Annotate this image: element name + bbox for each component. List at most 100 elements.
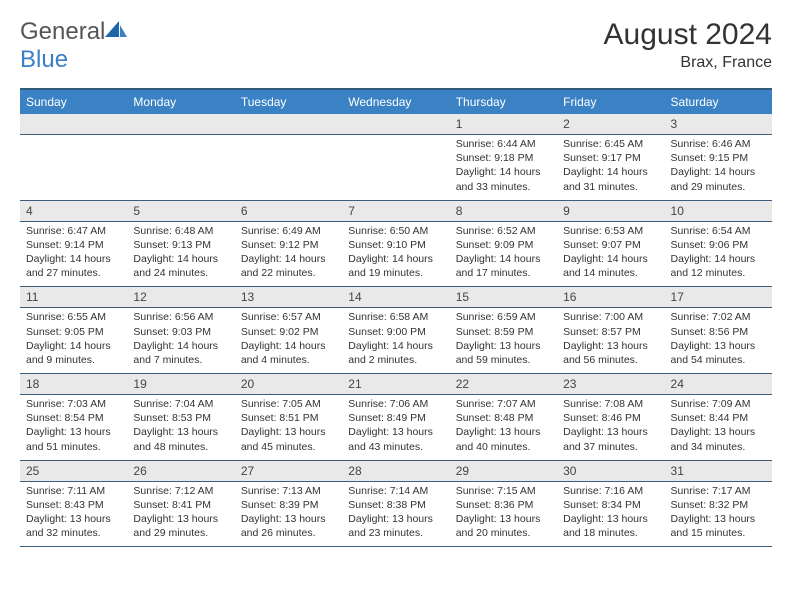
sunrise: Sunrise: 7:08 AM [563,397,658,411]
daylight: Daylight: 13 hours and 29 minutes. [133,512,228,540]
sunrise: Sunrise: 7:13 AM [241,484,336,498]
logo: GeneralBlue [20,18,127,74]
day-cell-detail: Sunrise: 6:52 AMSunset: 9:09 PMDaylight:… [450,221,557,287]
sunrise: Sunrise: 7:05 AM [241,397,336,411]
daylight: Daylight: 14 hours and 9 minutes. [26,339,121,367]
day-cell-num: 29 [450,460,557,481]
day-cell-detail: Sunrise: 7:15 AMSunset: 8:36 PMDaylight:… [450,481,557,547]
sunset: Sunset: 8:56 PM [671,325,766,339]
day-number: 22 [450,374,557,394]
daynum-row: 11121314151617 [20,287,772,308]
day-cell-num: 11 [20,287,127,308]
daylight: Daylight: 14 hours and 2 minutes. [348,339,443,367]
sunrise: Sunrise: 6:53 AM [563,224,658,238]
day-cell-num: 5 [127,200,234,221]
sunset: Sunset: 9:07 PM [563,238,658,252]
sunset: Sunset: 8:46 PM [563,411,658,425]
day-number: 14 [342,287,449,307]
daylight: Daylight: 13 hours and 54 minutes. [671,339,766,367]
day-detail [20,135,127,189]
day-number: 10 [665,201,772,221]
day-number: 24 [665,374,772,394]
day-detail [342,135,449,189]
sunrise: Sunrise: 7:11 AM [26,484,121,498]
day-cell-detail: Sunrise: 6:44 AMSunset: 9:18 PMDaylight:… [450,135,557,201]
daylight: Daylight: 14 hours and 12 minutes. [671,252,766,280]
sunrise: Sunrise: 6:50 AM [348,224,443,238]
day-detail: Sunrise: 6:48 AMSunset: 9:13 PMDaylight:… [127,222,234,287]
day-cell-num: 31 [665,460,772,481]
daylight: Daylight: 14 hours and 19 minutes. [348,252,443,280]
page-title: August 2024 [604,18,772,52]
day-detail: Sunrise: 6:44 AMSunset: 9:18 PMDaylight:… [450,135,557,200]
day-cell-num: 22 [450,374,557,395]
day-number: 6 [235,201,342,221]
daylight: Daylight: 13 hours and 15 minutes. [671,512,766,540]
weekday-header-row: Sunday Monday Tuesday Wednesday Thursday… [20,89,772,114]
day-cell-detail: Sunrise: 7:08 AMSunset: 8:46 PMDaylight:… [557,395,664,461]
day-cell-num [235,114,342,135]
day-cell-num: 18 [20,374,127,395]
day-cell-detail [235,135,342,201]
location: Brax, France [604,54,772,72]
daylight: Daylight: 14 hours and 17 minutes. [456,252,551,280]
sunrise: Sunrise: 7:15 AM [456,484,551,498]
title-block: August 2024 Brax, France [604,18,772,72]
sunrise: Sunrise: 6:47 AM [26,224,121,238]
daylight: Daylight: 13 hours and 18 minutes. [563,512,658,540]
day-number [342,114,449,132]
day-number [235,114,342,132]
header: GeneralBlue August 2024 Brax, France [20,18,772,74]
sunset: Sunset: 8:59 PM [456,325,551,339]
day-cell-detail: Sunrise: 6:55 AMSunset: 9:05 PMDaylight:… [20,308,127,374]
col-thursday: Thursday [450,89,557,114]
day-cell-detail: Sunrise: 7:06 AMSunset: 8:49 PMDaylight:… [342,395,449,461]
sunset: Sunset: 8:57 PM [563,325,658,339]
day-cell-detail: Sunrise: 7:12 AMSunset: 8:41 PMDaylight:… [127,481,234,547]
col-tuesday: Tuesday [235,89,342,114]
sunset: Sunset: 8:49 PM [348,411,443,425]
day-number: 5 [127,201,234,221]
day-detail: Sunrise: 7:11 AMSunset: 8:43 PMDaylight:… [20,482,127,547]
daylight: Daylight: 13 hours and 23 minutes. [348,512,443,540]
sunrise: Sunrise: 6:55 AM [26,310,121,324]
sunrise: Sunrise: 6:54 AM [671,224,766,238]
day-detail: Sunrise: 7:03 AMSunset: 8:54 PMDaylight:… [20,395,127,460]
daylight: Daylight: 13 hours and 32 minutes. [26,512,121,540]
col-monday: Monday [127,89,234,114]
day-number: 27 [235,461,342,481]
day-detail: Sunrise: 7:12 AMSunset: 8:41 PMDaylight:… [127,482,234,547]
daylight: Daylight: 13 hours and 45 minutes. [241,425,336,453]
sunrise: Sunrise: 6:45 AM [563,137,658,151]
sunset: Sunset: 8:39 PM [241,498,336,512]
daylight: Daylight: 14 hours and 7 minutes. [133,339,228,367]
day-number: 9 [557,201,664,221]
day-detail: Sunrise: 7:02 AMSunset: 8:56 PMDaylight:… [665,308,772,373]
day-number: 2 [557,114,664,134]
sunset: Sunset: 9:06 PM [671,238,766,252]
sunset: Sunset: 8:44 PM [671,411,766,425]
logo-text: GeneralBlue [20,18,127,74]
sunrise: Sunrise: 7:03 AM [26,397,121,411]
day-number: 18 [20,374,127,394]
day-detail: Sunrise: 6:46 AMSunset: 9:15 PMDaylight:… [665,135,772,200]
day-cell-detail: Sunrise: 6:59 AMSunset: 8:59 PMDaylight:… [450,308,557,374]
sunset: Sunset: 8:36 PM [456,498,551,512]
daylight: Daylight: 13 hours and 34 minutes. [671,425,766,453]
day-detail: Sunrise: 7:07 AMSunset: 8:48 PMDaylight:… [450,395,557,460]
day-cell-detail: Sunrise: 6:53 AMSunset: 9:07 PMDaylight:… [557,221,664,287]
day-cell-num: 6 [235,200,342,221]
day-cell-num: 19 [127,374,234,395]
day-cell-detail: Sunrise: 7:17 AMSunset: 8:32 PMDaylight:… [665,481,772,547]
day-cell-num: 13 [235,287,342,308]
day-cell-num: 30 [557,460,664,481]
sunrise: Sunrise: 7:06 AM [348,397,443,411]
sunset: Sunset: 8:54 PM [26,411,121,425]
sunset: Sunset: 8:38 PM [348,498,443,512]
sunset: Sunset: 9:13 PM [133,238,228,252]
day-cell-detail: Sunrise: 6:48 AMSunset: 9:13 PMDaylight:… [127,221,234,287]
day-cell-num: 17 [665,287,772,308]
day-cell-num: 12 [127,287,234,308]
day-cell-num: 16 [557,287,664,308]
day-detail [127,135,234,189]
